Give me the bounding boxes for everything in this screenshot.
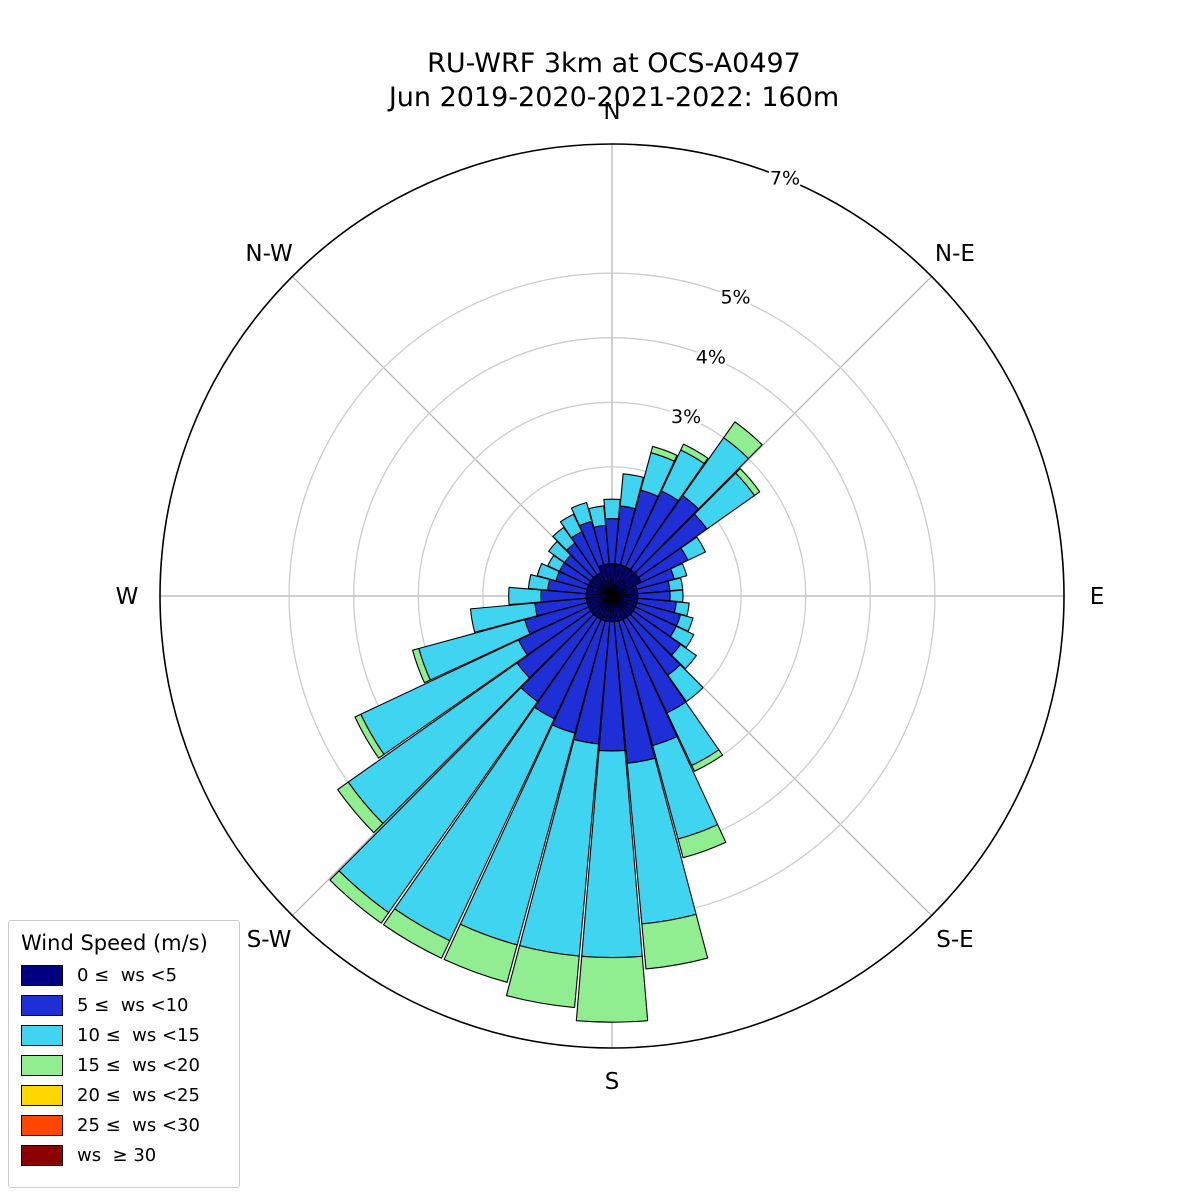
legend-title: Wind Speed (m/s) (21, 931, 208, 955)
direction-label-n: N (603, 99, 620, 125)
radial-tick-label: 4% (696, 346, 726, 368)
windrose-bar-segment (723, 421, 763, 460)
legend-label: 5 ≤ ws <10 (77, 995, 189, 1016)
legend-entry: 0 ≤ ws <5 (21, 965, 227, 986)
windrose-bar-segment (575, 955, 649, 1023)
windrose-bar-segment (675, 614, 694, 632)
windrose-bar-segment (691, 749, 724, 772)
windrose-bar-segment (354, 713, 385, 759)
windrose-bar-segment (671, 643, 697, 670)
windrose-bar-segment (559, 513, 583, 539)
windrose-bar-segment (552, 526, 576, 551)
legend-swatch (21, 1115, 63, 1136)
legend-entry: 20 ≤ ws <25 (21, 1085, 227, 1106)
windrose-bar-segment (669, 589, 684, 603)
legend-entries: 0 ≤ ws <5 5 ≤ ws <10 10 ≤ ws <15 15 ≤ ws <2… (21, 965, 227, 1166)
legend-swatch (21, 1025, 63, 1046)
direction-label-e: E (1090, 584, 1105, 610)
windrose-bar-segment (619, 473, 644, 510)
direction-label-n-e: N-E (935, 241, 975, 267)
legend-entry: 25 ≤ ws <30 (21, 1115, 227, 1136)
legend-swatch (21, 1145, 63, 1166)
legend-swatch (21, 1085, 63, 1106)
legend-entry: 10 ≤ ws <15 (21, 1025, 227, 1046)
direction-label-n-w: N-W (245, 241, 292, 267)
direction-label-s-e: S-E (936, 927, 973, 953)
windrose-bar-segment (443, 923, 518, 983)
legend-label: ws ≥ 30 (77, 1145, 157, 1166)
chart-subtitle: Jun 2019-2020-2021-2022: 160m (387, 82, 839, 113)
windrose-bar-segment (329, 870, 390, 924)
windrose-bar-segment (641, 913, 709, 970)
legend-entry: 15 ≤ ws <20 (21, 1055, 227, 1076)
legend-label: 20 ≤ ws <25 (77, 1085, 200, 1106)
legend-label: 10 ≤ ws <15 (77, 1025, 200, 1046)
windrose-bar-segment (508, 586, 542, 606)
legend-entry: 5 ≤ ws <10 (21, 995, 227, 1016)
windrose-bar-segment (680, 536, 707, 561)
windrose-bar-segment (650, 445, 678, 462)
direction-label-s: S (605, 1069, 620, 1095)
windrose-bar-segment (670, 562, 688, 580)
radial-tick-label: 3% (671, 406, 701, 428)
legend-swatch (21, 965, 63, 986)
windrose-bar-segment (570, 501, 593, 527)
wind-speed-legend: Wind Speed (m/s) 0 ≤ ws <5 5 ≤ ws <10 10 ≤… (8, 920, 240, 1188)
windrose-bars (329, 421, 763, 1023)
legend-label: 25 ≤ ws <30 (77, 1115, 200, 1136)
windrose-bar-segment (667, 664, 704, 703)
legend-label: 0 ≤ ws <5 (77, 965, 178, 986)
legend-swatch (21, 1055, 63, 1076)
windrose-bar-segment (677, 824, 727, 859)
windrose-bar-segment (412, 647, 431, 684)
chart-title: RU-WRF 3km at OCS-A0497 (427, 48, 801, 79)
windrose-bar-segment (536, 562, 560, 582)
windrose-bar-segment (382, 908, 451, 959)
windrose-bar-segment (603, 498, 621, 520)
radial-tick-label: 7% (770, 167, 800, 189)
direction-labels: N N-E E S-E S S-W W N-W (116, 99, 1105, 1095)
direction-label-s-w: S-W (247, 927, 292, 953)
windrose-bar-segment (588, 505, 607, 528)
polar-outline (159, 143, 1065, 1049)
windrose-bar-segment (669, 625, 695, 649)
windrose-bar-segment (469, 602, 538, 633)
legend-label: 15 ≤ ws <20 (77, 1055, 200, 1076)
direction-label-w: W (116, 584, 139, 610)
windrose-bar-segment (505, 945, 580, 1009)
legend-swatch (21, 995, 63, 1016)
windrose-bar-segment (735, 468, 761, 497)
radial-tick-label: 5% (720, 287, 750, 309)
legend-entry: ws ≥ 30 (21, 1145, 227, 1166)
windrose-bar-segment (680, 443, 709, 464)
windrose-bar-segment (337, 781, 384, 834)
windrose-bar-segment (527, 574, 551, 591)
